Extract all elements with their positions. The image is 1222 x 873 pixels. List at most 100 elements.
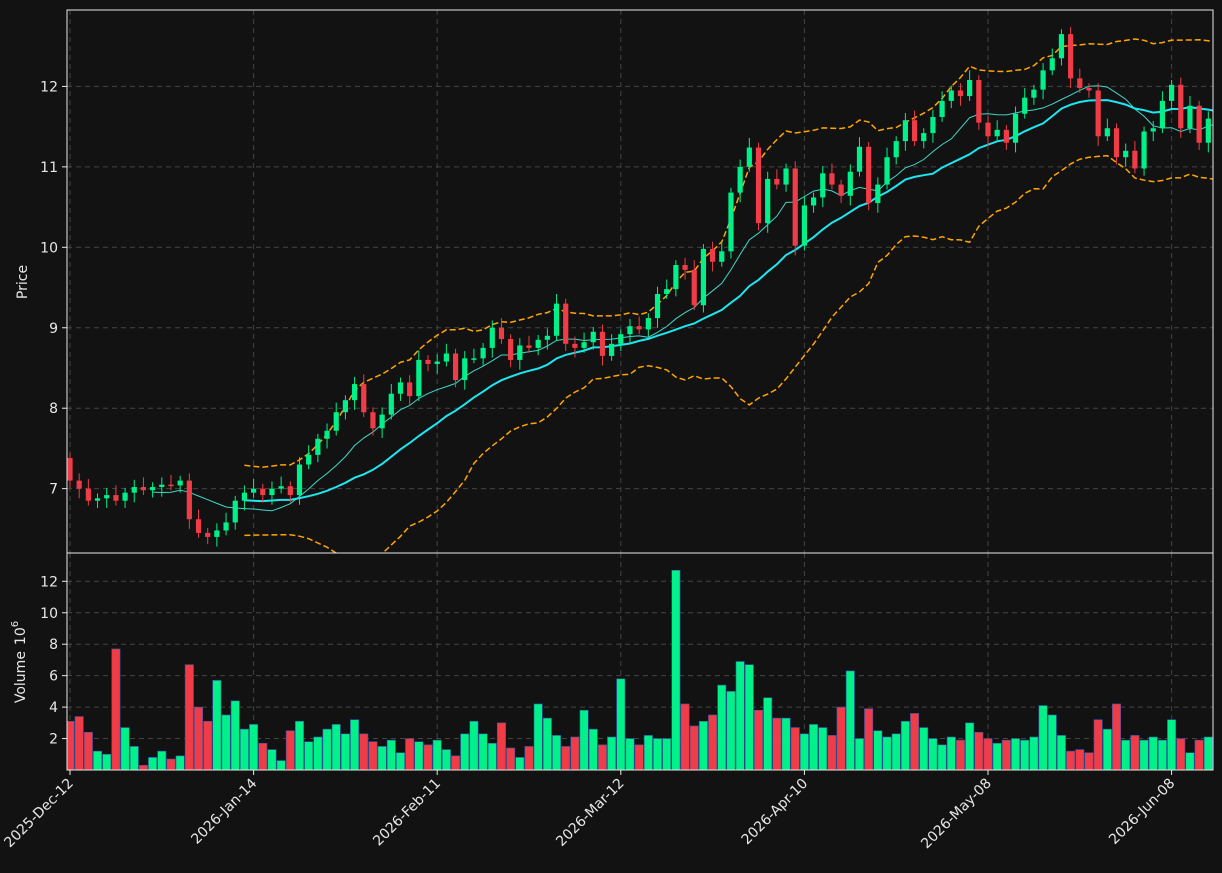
volume-bar [680, 703, 690, 770]
candle-body [691, 269, 697, 306]
candle-body [1178, 84, 1184, 129]
volume-bar [992, 742, 1002, 770]
volume-bar [1047, 714, 1057, 770]
candle-body [1132, 150, 1138, 169]
candle-body [131, 487, 137, 493]
long-moving-average-line [244, 99, 1213, 503]
volume-bar [891, 733, 901, 770]
candle-body [1187, 105, 1193, 129]
volume-bar [1011, 738, 1021, 770]
candle-body [94, 498, 101, 501]
price-tick-label: 8 [49, 401, 58, 417]
volume-bar [662, 738, 672, 770]
volume-bar [405, 738, 415, 770]
moving-averages [152, 85, 1213, 512]
volume-bar [744, 664, 754, 770]
candle-body [682, 265, 688, 270]
candle-body [902, 120, 908, 142]
volume-bar [212, 680, 222, 770]
volume-bar [148, 757, 158, 770]
candle-body [195, 519, 202, 533]
candle-body [223, 522, 229, 531]
candle-body [1049, 58, 1055, 71]
volume-bar [616, 678, 626, 770]
candle-body [774, 178, 780, 185]
candle-body [1022, 97, 1028, 114]
candle-body [1058, 34, 1065, 59]
volume-bar [671, 569, 681, 770]
volume-bar [1075, 749, 1085, 770]
volume-tick-label: 2 [49, 732, 58, 748]
volume-bar [910, 713, 920, 770]
candle-body [306, 454, 312, 465]
volume-bar [625, 738, 635, 770]
candle-body [893, 141, 899, 158]
volume-bar [790, 727, 800, 770]
candle-body [985, 122, 991, 137]
candle-body [361, 384, 367, 413]
volume-bar [414, 741, 424, 770]
candle-body [976, 79, 982, 123]
price-y-ticks: 7 8 9 10 11 12 [40, 79, 67, 498]
volume-bar [1176, 738, 1186, 770]
volume-bar [93, 750, 103, 770]
volume-bar [1139, 739, 1149, 770]
candle-body [104, 495, 110, 499]
volume-bar [643, 735, 653, 770]
candle-body [388, 393, 394, 415]
candle-body [370, 412, 376, 429]
candle-body [535, 339, 541, 348]
candle-body [856, 146, 863, 172]
candle-body [508, 339, 514, 360]
volume-bar [1001, 739, 1011, 770]
candle-body [599, 331, 606, 356]
candle-body [462, 358, 468, 381]
candle-body [957, 90, 964, 97]
volume-bar [579, 709, 589, 770]
candle-body [994, 129, 1000, 137]
volume-bar [717, 684, 727, 770]
candle-body [1012, 113, 1019, 143]
candle-body [333, 412, 339, 431]
volume-bar [469, 720, 479, 770]
candle-body [627, 326, 633, 335]
candle-body [526, 345, 532, 348]
volume-y-ticks: 2 4 6 8 10 12 [40, 574, 67, 748]
volume-bar [496, 722, 506, 770]
volume-bar [955, 739, 965, 770]
candle-body [85, 488, 91, 501]
volume-bar [919, 727, 929, 770]
candle-body [783, 168, 789, 185]
candle-body [1169, 84, 1175, 101]
volume-bar [157, 750, 167, 770]
candle-body [1095, 90, 1101, 137]
candle-body [581, 342, 587, 348]
volume-bar [184, 664, 194, 770]
volume-bar [836, 706, 846, 770]
volume-bar [974, 731, 984, 770]
volume-bar [900, 720, 910, 770]
volume-bar [873, 730, 883, 770]
candle-body [1141, 131, 1147, 169]
volume-bar [340, 733, 350, 770]
volume-bar [304, 741, 314, 770]
candle-body [232, 500, 238, 523]
volume-bar [322, 728, 332, 770]
volume-bar [882, 736, 892, 770]
candle-body [425, 359, 431, 364]
candle-body [948, 90, 954, 101]
volume-axis-label-text: Volume [13, 651, 29, 703]
volume-bar [166, 758, 176, 770]
volume-bar [983, 738, 993, 770]
volume-bar [1093, 719, 1103, 770]
volume-bar [487, 742, 497, 770]
candle-body [287, 486, 293, 496]
volume-bar [258, 742, 268, 770]
volume-bar [588, 728, 598, 770]
price-candles [67, 26, 1211, 547]
price-tick-label: 9 [49, 321, 58, 337]
volume-bar [478, 733, 488, 770]
candle-body [1086, 88, 1092, 91]
volume-bar [781, 717, 791, 770]
candle-body [728, 192, 734, 252]
